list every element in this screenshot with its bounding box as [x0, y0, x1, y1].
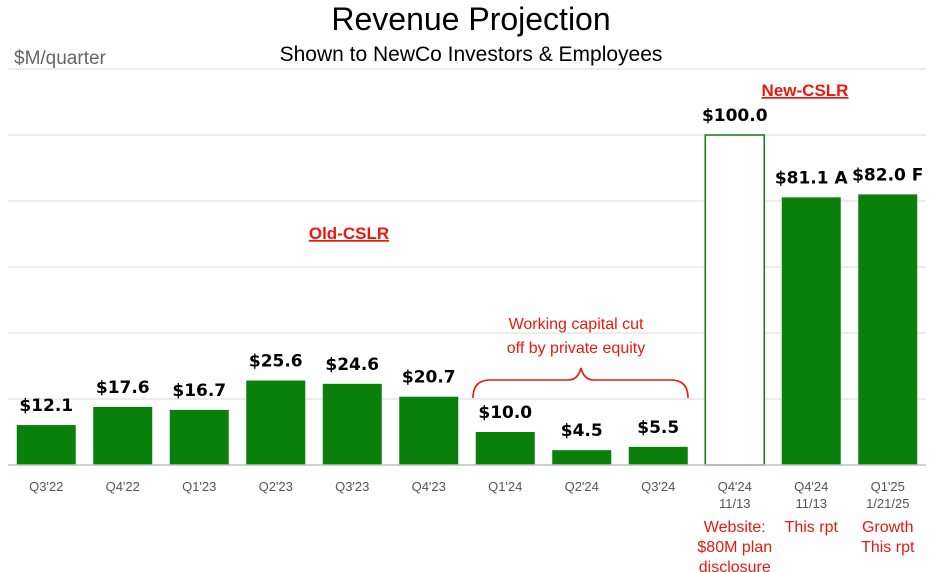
x-tick-sublabel: 11/13	[719, 496, 751, 511]
value-labels: $12.1 $17.6 $16.7 $25.6 $24.6 $20.7 $10.0 $4.5 $…	[19, 106, 923, 441]
bar-value-label: $82.0 F	[852, 165, 923, 185]
x-tick-label: Q4'24	[794, 479, 828, 494]
bar	[93, 406, 153, 465]
x-tick-label: Q2'23	[259, 479, 293, 494]
bar-value-label: $25.6	[249, 352, 303, 372]
bar	[781, 197, 841, 465]
x-tick-label: Q4'23	[412, 479, 446, 494]
x-tick-labels: Q3'22 Q4'22 Q1'23 Q2'23 Q3'23 Q4'23 Q1'24 Q2'24…	[29, 479, 909, 511]
bar	[16, 425, 76, 465]
working-capital-note-line1: Working capital cut	[509, 316, 644, 333]
old-cslr-label: Old-CSLR	[309, 224, 389, 243]
bars	[16, 134, 918, 466]
bar	[552, 450, 612, 465]
bar	[475, 432, 535, 465]
gridlines	[8, 68, 926, 400]
bar-value-label: $12.1	[19, 396, 73, 416]
x-tick-sublabel: 1/21/25	[866, 496, 909, 511]
x-tick-label: Q3'23	[335, 479, 369, 494]
bar	[704, 134, 765, 466]
x-tick-label: Q1'25	[871, 479, 905, 494]
working-capital-note-line2: off by private equity	[507, 340, 645, 357]
x-tick-label: Q2'24	[565, 479, 599, 494]
bar	[246, 380, 306, 465]
chart-subtitle: Shown to NewCo Investors & Employees	[280, 43, 663, 66]
bar-value-label: $24.6	[325, 355, 379, 375]
working-capital-brace	[472, 367, 689, 399]
x-tick-label: Q1'24	[488, 479, 522, 494]
x-tick-label: Q4'22	[106, 479, 140, 494]
bar-note-line: Website:	[704, 519, 766, 536]
bar	[858, 194, 918, 465]
bar-value-label: $5.5	[637, 418, 679, 438]
bar-value-label: $4.5	[561, 421, 603, 441]
bar-value-label: $16.7	[172, 381, 226, 401]
bar-value-label: $10.0	[478, 403, 532, 423]
bar	[399, 396, 459, 465]
bar	[169, 409, 229, 465]
x-tick-label: Q3'22	[29, 479, 63, 494]
bar-value-label: $17.6	[96, 378, 150, 398]
bar-note-line: disclosure	[699, 559, 771, 572]
chart-title: Revenue Projection	[331, 1, 610, 37]
new-cslr-label: New-CSLR	[762, 81, 849, 100]
x-tick-label: Q1'23	[182, 479, 216, 494]
bar-notes: Website: $80M plan disclosure This rpt Growt…	[697, 519, 915, 572]
x-tick-sublabel: 11/13	[795, 496, 827, 511]
bar-value-label: $100.0	[702, 106, 768, 126]
bar-note-line: This rpt	[785, 519, 839, 536]
y-axis-label: $M/quarter	[14, 48, 107, 69]
bar-note-line: Growth	[862, 519, 914, 536]
bar	[322, 383, 382, 465]
bar	[628, 446, 688, 465]
x-tick-label: Q3'24	[641, 479, 675, 494]
bar-value-label: $81.1 A	[775, 168, 849, 188]
bar-note-line: $80M plan	[697, 539, 772, 556]
bar-value-label: $20.7	[402, 368, 456, 388]
x-tick-label: Q4'24	[718, 479, 752, 494]
bar-note-line: This rpt	[861, 539, 915, 556]
